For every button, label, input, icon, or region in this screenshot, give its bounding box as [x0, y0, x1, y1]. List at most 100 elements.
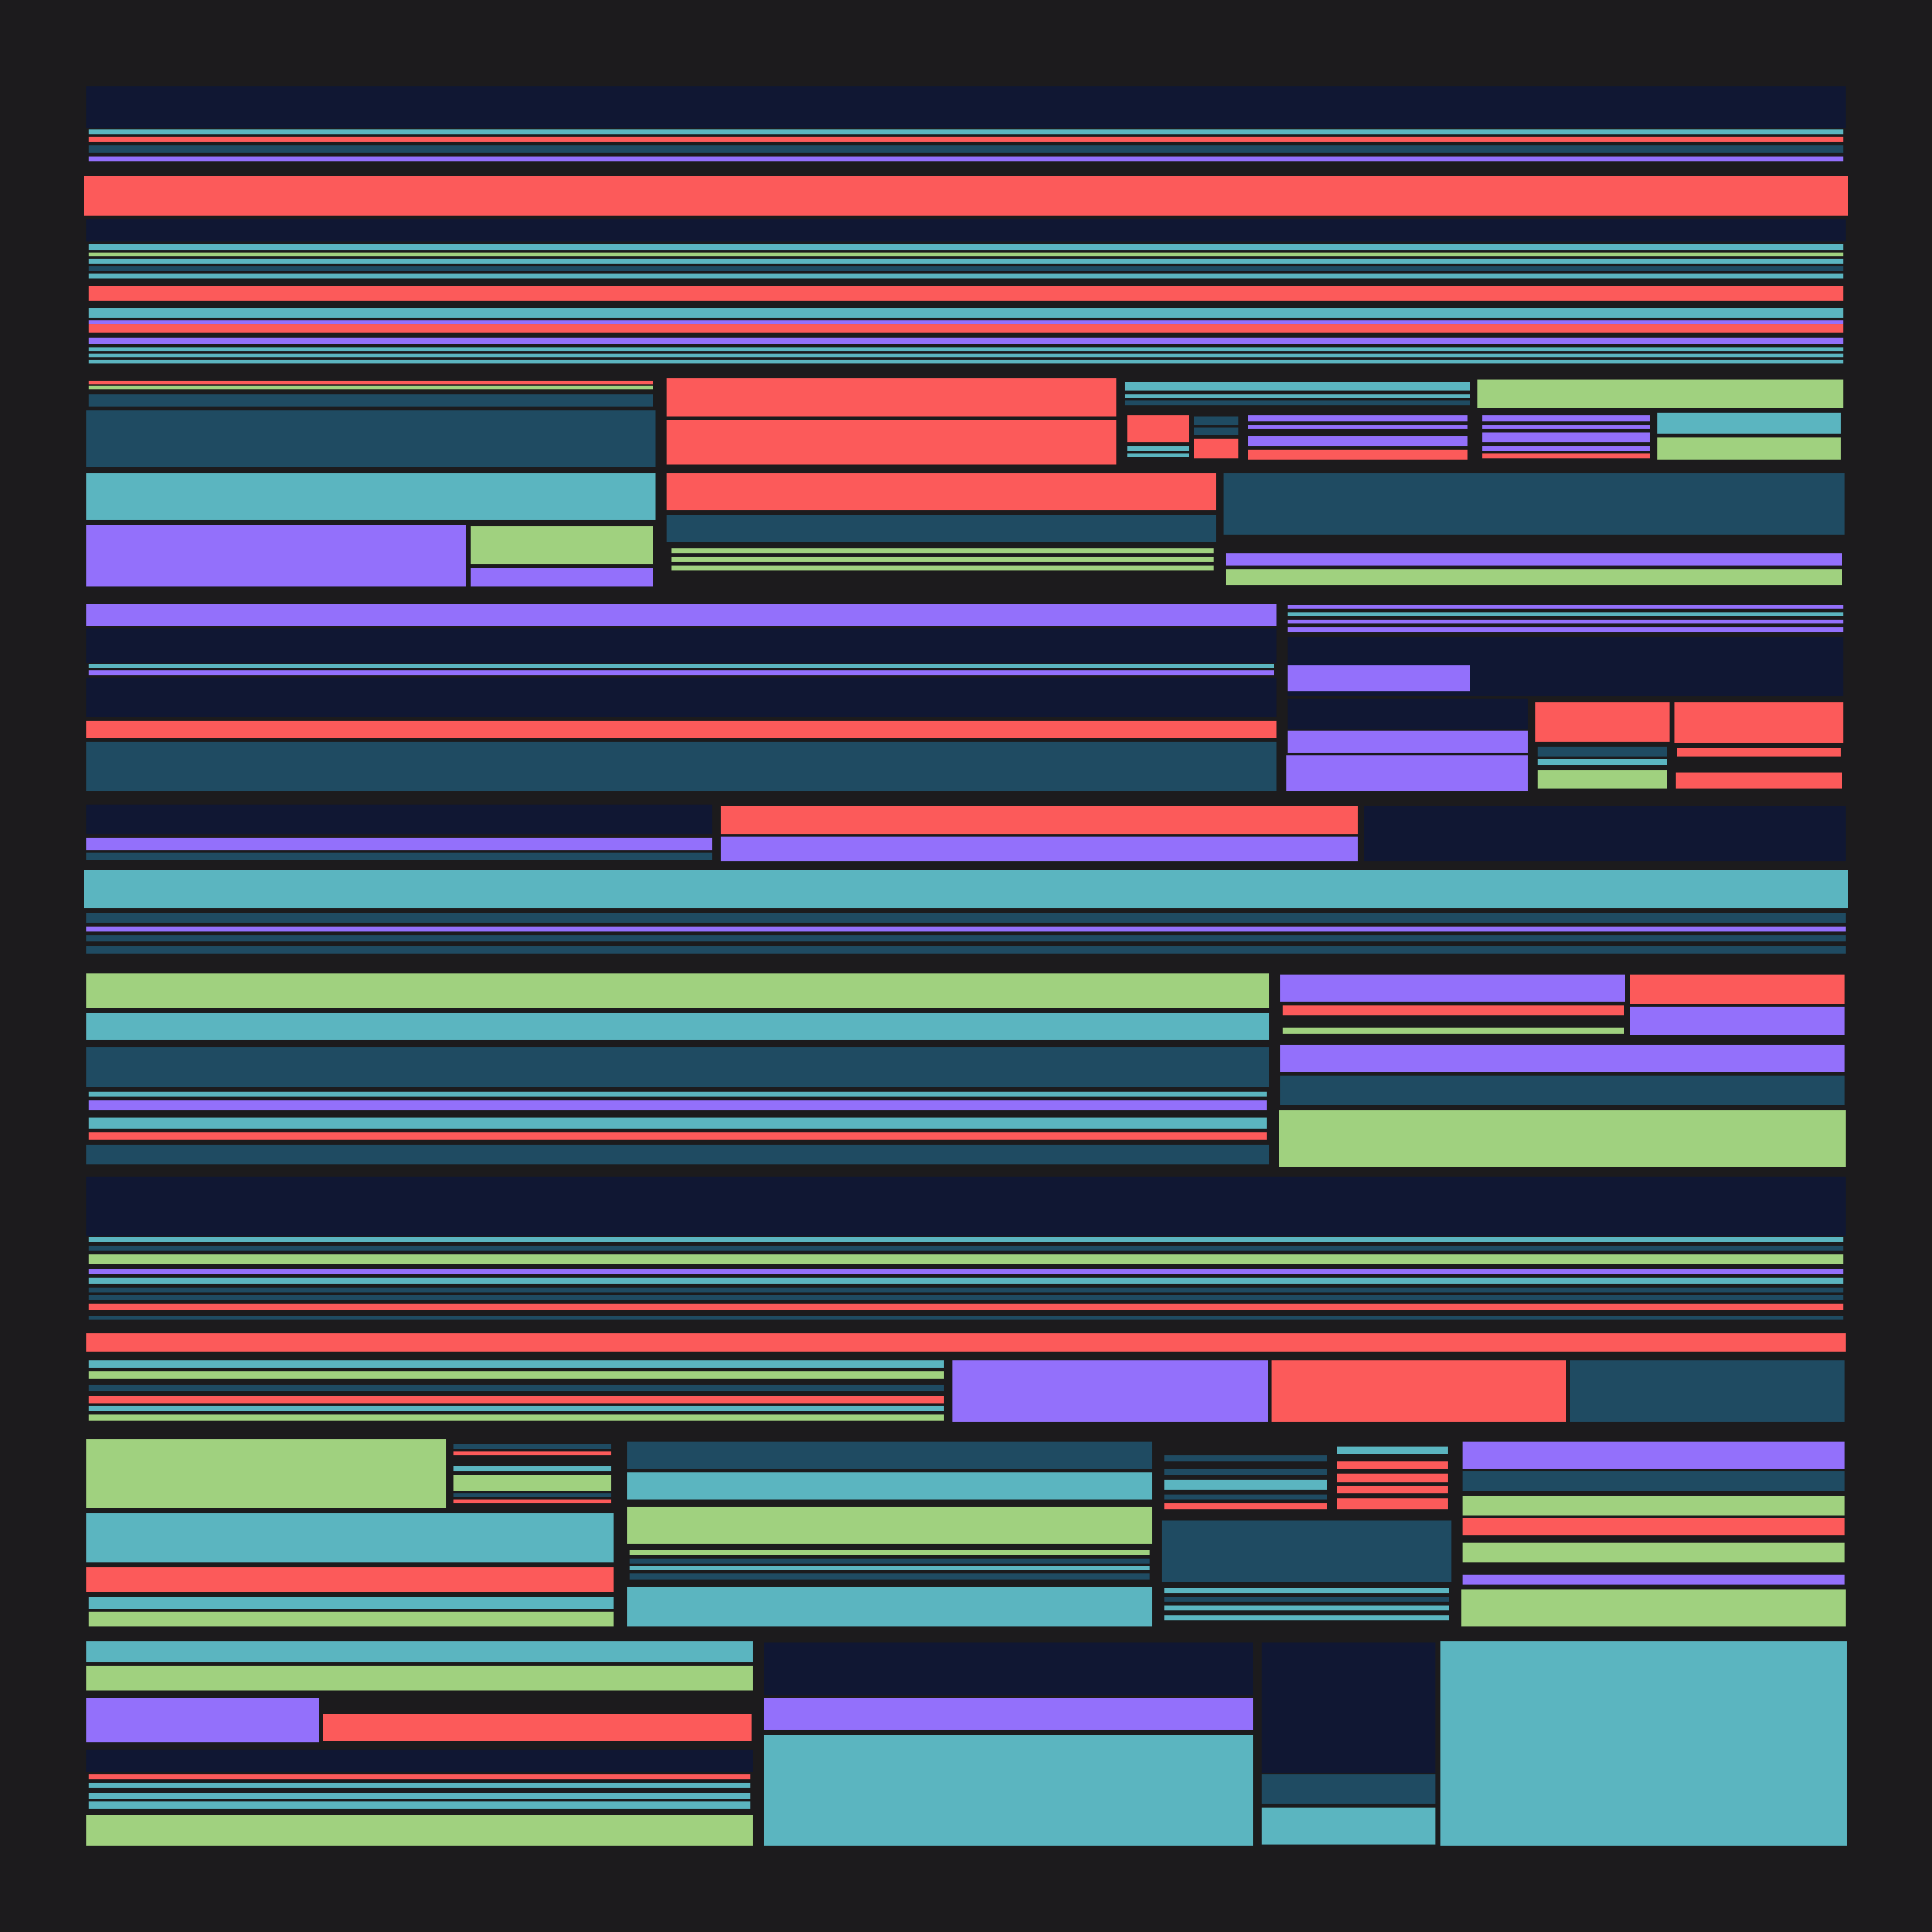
color-block — [86, 838, 712, 850]
color-block — [764, 1698, 1253, 1730]
color-block — [667, 378, 1117, 417]
color-block — [86, 1513, 614, 1563]
color-block — [89, 1254, 1843, 1264]
color-block — [89, 1414, 944, 1421]
color-block — [671, 557, 1214, 562]
color-block — [667, 420, 1117, 465]
color-block — [86, 852, 712, 860]
color-block — [1287, 612, 1843, 616]
color-block — [1162, 1520, 1452, 1582]
color-block — [1287, 665, 1470, 691]
color-block — [89, 1100, 1267, 1110]
color-block — [1282, 1028, 1624, 1034]
color-block — [89, 129, 1843, 134]
color-block — [1630, 974, 1845, 1004]
color-block — [89, 266, 1843, 271]
color-block — [1125, 394, 1470, 398]
color-block — [1127, 415, 1189, 442]
color-block — [86, 804, 712, 834]
color-block — [1287, 627, 1843, 632]
color-block — [89, 273, 1843, 279]
color-block — [764, 1735, 1253, 1846]
color-block — [1248, 450, 1468, 460]
color-block — [86, 628, 1277, 663]
color-block — [1164, 1455, 1327, 1461]
color-block — [630, 1550, 1150, 1555]
color-block — [453, 1451, 611, 1455]
color-block — [89, 1287, 1843, 1293]
color-block — [86, 604, 1277, 626]
color-block — [323, 1714, 752, 1741]
color-block — [1461, 1589, 1846, 1627]
color-block — [89, 1793, 751, 1799]
color-block — [630, 1573, 1150, 1580]
color-block — [1280, 974, 1625, 1002]
color-block — [86, 1567, 614, 1592]
color-block — [1280, 1044, 1845, 1072]
color-block — [89, 1316, 1843, 1320]
color-block — [1127, 446, 1189, 451]
color-block — [667, 515, 1216, 542]
color-block — [1194, 416, 1238, 425]
color-block — [86, 1666, 753, 1690]
color-block — [1226, 553, 1842, 566]
color-block — [86, 1047, 1269, 1087]
color-block — [86, 1333, 1846, 1352]
color-block — [89, 286, 1843, 301]
color-block — [453, 1466, 611, 1472]
color-block — [89, 1406, 944, 1411]
color-block — [1248, 436, 1468, 446]
color-block — [1677, 748, 1841, 757]
color-block — [1125, 400, 1470, 406]
color-block — [89, 664, 1274, 668]
color-block — [86, 741, 1277, 791]
color-block — [89, 1295, 1843, 1300]
color-block — [86, 1698, 319, 1742]
color-block — [1286, 755, 1528, 791]
color-block — [86, 946, 1846, 954]
color-block — [89, 337, 1843, 344]
color-block — [89, 347, 1843, 351]
color-block — [89, 320, 1843, 324]
color-block — [1164, 1480, 1327, 1490]
color-block — [1194, 438, 1238, 458]
color-block — [86, 677, 1277, 717]
color-block — [89, 1371, 944, 1379]
color-block — [1223, 473, 1845, 535]
color-block — [86, 935, 1846, 941]
color-block — [89, 252, 1843, 256]
color-block — [89, 1278, 1843, 1284]
color-block — [89, 386, 653, 390]
color-block — [89, 394, 653, 407]
color-block — [1535, 702, 1670, 742]
color-block — [1482, 425, 1650, 429]
color-block — [471, 568, 653, 587]
color-block — [89, 1092, 1267, 1097]
color-block — [1287, 731, 1528, 753]
color-block — [453, 1499, 611, 1503]
color-block — [1127, 453, 1189, 457]
color-block — [1282, 1005, 1624, 1016]
color-block — [627, 1587, 1152, 1627]
color-block — [1538, 770, 1667, 789]
color-block — [1364, 806, 1846, 861]
color-block — [1462, 1518, 1845, 1536]
color-block — [453, 1444, 611, 1449]
color-block — [1248, 425, 1468, 429]
color-block — [1482, 446, 1650, 451]
color-block — [89, 380, 653, 385]
color-block — [1337, 1486, 1448, 1494]
color-block — [1676, 772, 1842, 789]
color-block — [627, 1441, 1152, 1469]
color-block — [89, 308, 1843, 318]
color-block — [86, 1641, 753, 1662]
color-block — [89, 359, 1843, 364]
color-block — [627, 1507, 1152, 1544]
color-block — [1261, 1774, 1436, 1804]
color-block — [1287, 619, 1843, 623]
color-block — [89, 1269, 1843, 1274]
color-block — [86, 1749, 753, 1772]
color-block — [630, 1558, 1150, 1564]
